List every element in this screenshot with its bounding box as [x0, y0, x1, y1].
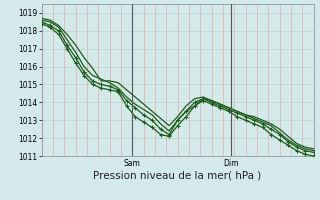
X-axis label: Pression niveau de la mer( hPa ): Pression niveau de la mer( hPa ) [93, 171, 262, 181]
